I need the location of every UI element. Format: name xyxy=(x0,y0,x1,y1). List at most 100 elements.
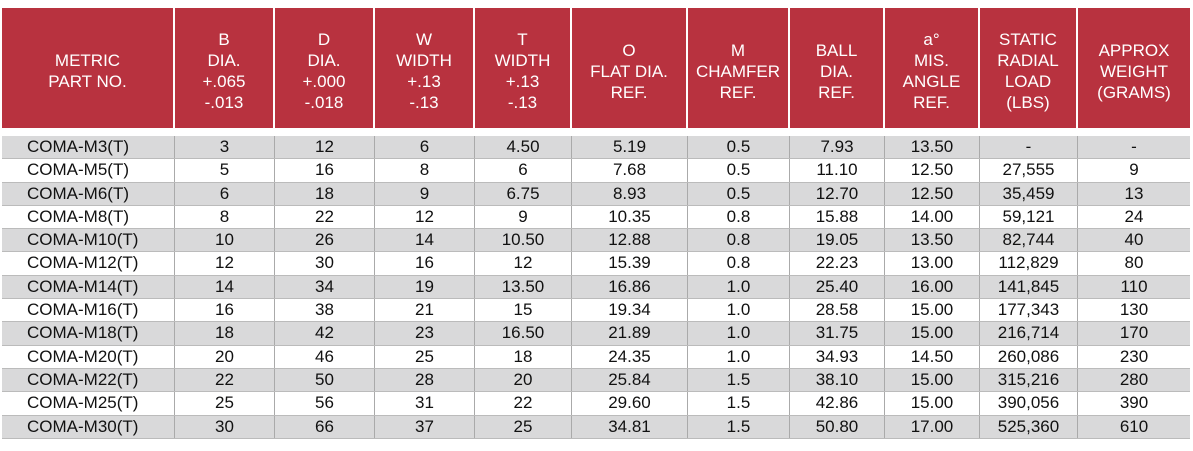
table-row: COMA-M8(T) 8 22 12 9 10.35 0.8 15.88 14.00 59,121… xyxy=(2,205,1190,230)
table-cell: 20 xyxy=(175,345,275,368)
table-cell: 25.84 xyxy=(572,368,688,392)
header-text: B xyxy=(218,30,230,49)
header-cell: D DIA. +.000 -.018 xyxy=(275,8,375,128)
table-cell: 26 xyxy=(275,229,375,252)
table-cell: 16.86 xyxy=(572,275,688,299)
table-cell: COMA-M5(T) xyxy=(2,159,175,182)
table-cell: 24 xyxy=(1124,206,1144,226)
table-row: COMA-M25(T) 25 56 31 22 29.60 1.5 42.86 15.00 390… xyxy=(2,392,1190,416)
table-cell: 390,056 xyxy=(980,392,1078,415)
table-cell: 170 xyxy=(1119,323,1149,343)
table-cell: 15.00 xyxy=(885,322,980,345)
table-cell: 18 xyxy=(175,322,275,345)
table-cell: 610 xyxy=(1119,416,1149,436)
table-cell: 31.75 xyxy=(790,322,885,345)
table-cell: COMA-M8(T) xyxy=(2,205,175,229)
header-text: MIS. xyxy=(914,51,949,70)
table-cell: 21 xyxy=(375,299,475,322)
table-cell: 1.5 xyxy=(688,415,790,438)
table-cell: 10.50 xyxy=(475,229,572,252)
header-cell: M CHAMFER REF. xyxy=(688,8,790,128)
table-body: COMA-M3(T) 3 12 6 4.50 5.19 0.5 7.93 13.50- - COMA… xyxy=(2,136,1190,439)
table-cell: 30 xyxy=(275,252,375,275)
header-cell: T WIDTH +.13 -.13 xyxy=(475,8,572,128)
table-cell: 230 xyxy=(1119,346,1149,366)
table-cell: COMA-M16(T) xyxy=(2,299,175,322)
table-cell: 1.5 xyxy=(688,368,790,392)
table-cell: 4.50 xyxy=(475,136,572,159)
table-cell: 20 xyxy=(475,368,572,392)
table-cell: 141,845 xyxy=(980,275,1078,299)
table-cell: 8 xyxy=(175,205,275,229)
header-text: METRIC xyxy=(54,51,121,70)
header-text: +.065 xyxy=(202,72,246,91)
table-cell: COMA-M18(T) xyxy=(2,322,175,345)
table-cell: 22 xyxy=(175,368,275,392)
table-cell: 50.80 xyxy=(790,415,885,438)
table-cell: 10 xyxy=(175,229,275,252)
header-cell: STATIC RADIAL LOAD (LBS) xyxy=(980,8,1078,128)
header-text: a° xyxy=(923,30,940,49)
table-cell: 25 xyxy=(175,392,275,415)
table-cell: 25 xyxy=(375,345,475,368)
table-cell: 38.10 xyxy=(790,368,885,392)
table-cell: 10.35 xyxy=(572,205,688,229)
table-cell: 260,086 xyxy=(980,345,1078,368)
table-cell: 15.00 xyxy=(885,392,980,415)
table-cell: 315,216 xyxy=(980,368,1078,392)
table-cell: 34 xyxy=(275,275,375,299)
table-cell: 15 xyxy=(475,299,572,322)
header-text: CHAMFER xyxy=(695,61,781,81)
table-cell: 7.68 xyxy=(572,159,688,182)
table-cell: 6 xyxy=(175,182,275,205)
table-cell: COMA-M20(T) xyxy=(2,345,175,368)
table-cell: COMA-M6(T) xyxy=(2,182,175,205)
table-cell: 15.39 xyxy=(572,252,688,275)
header-cell: APPROX WEIGHT (GRAMS) xyxy=(1078,8,1190,128)
table-cell: 14 xyxy=(175,275,275,299)
table-cell: 30 xyxy=(175,415,275,438)
header-text: T xyxy=(517,30,528,49)
table-cell: COMA-M10(T) xyxy=(2,229,175,252)
table-cell: 0.8 xyxy=(688,205,790,229)
table-cell: 42 xyxy=(275,322,375,345)
table-cell: 27,555 xyxy=(980,159,1078,182)
table-cell: - xyxy=(1131,137,1137,156)
table-row: COMA-M6(T) 6 18 9 6.75 8.93 0.5 12.70 12.50 35,45… xyxy=(2,182,1190,206)
table-cell: 14.00 xyxy=(885,205,980,229)
table-cell: 19.34 xyxy=(572,299,688,322)
header-text: -.13 xyxy=(409,93,439,112)
table-cell: 17.00 xyxy=(885,415,980,438)
table-cell: 59,121 xyxy=(980,205,1078,229)
table-cell: 177,343 xyxy=(980,299,1078,322)
table-row: COMA-M18(T) 18 42 23 16.50 21.89 1.0 31.75 15.00… xyxy=(2,322,1190,346)
table-cell: 216,714 xyxy=(980,322,1078,345)
header-cell: W WIDTH +.13 -.13 xyxy=(375,8,475,128)
table-cell: 6 xyxy=(375,136,475,159)
header-text: O xyxy=(622,40,636,60)
table-cell: 1.0 xyxy=(688,299,790,322)
header-row: METRIC PART NO. B DIA. +.065 -.013 D DIA. +.000 -… xyxy=(2,8,1190,128)
table-row: COMA-M10(T) 10 26 14 10.50 12.88 0.8 19.05 13.50… xyxy=(2,229,1190,253)
table-cell: 15.00 xyxy=(885,368,980,392)
table-cell: 1.0 xyxy=(688,322,790,345)
table-cell: 38 xyxy=(275,299,375,322)
table-cell: 35,459 xyxy=(980,182,1078,205)
table-cell: 16 xyxy=(275,159,375,182)
table-cell: 12.50 xyxy=(885,159,980,182)
table-cell: 28 xyxy=(375,368,475,392)
table-cell: 6 xyxy=(475,159,572,182)
table-cell: 46 xyxy=(275,345,375,368)
table-cell: 7.93 xyxy=(790,136,885,159)
header-text: DIA. xyxy=(819,61,854,81)
table-cell: 1.0 xyxy=(688,275,790,299)
header-text: -.018 xyxy=(304,93,344,112)
table-cell: 525,360 xyxy=(980,415,1078,438)
table-cell: 22.23 xyxy=(790,252,885,275)
header-cell: BALL DIA. REF. xyxy=(790,8,885,128)
header-text: -.013 xyxy=(204,93,244,112)
table-cell: 80 xyxy=(1124,253,1144,273)
table-cell: 12.50 xyxy=(885,182,980,205)
table-cell: 16 xyxy=(175,299,275,322)
